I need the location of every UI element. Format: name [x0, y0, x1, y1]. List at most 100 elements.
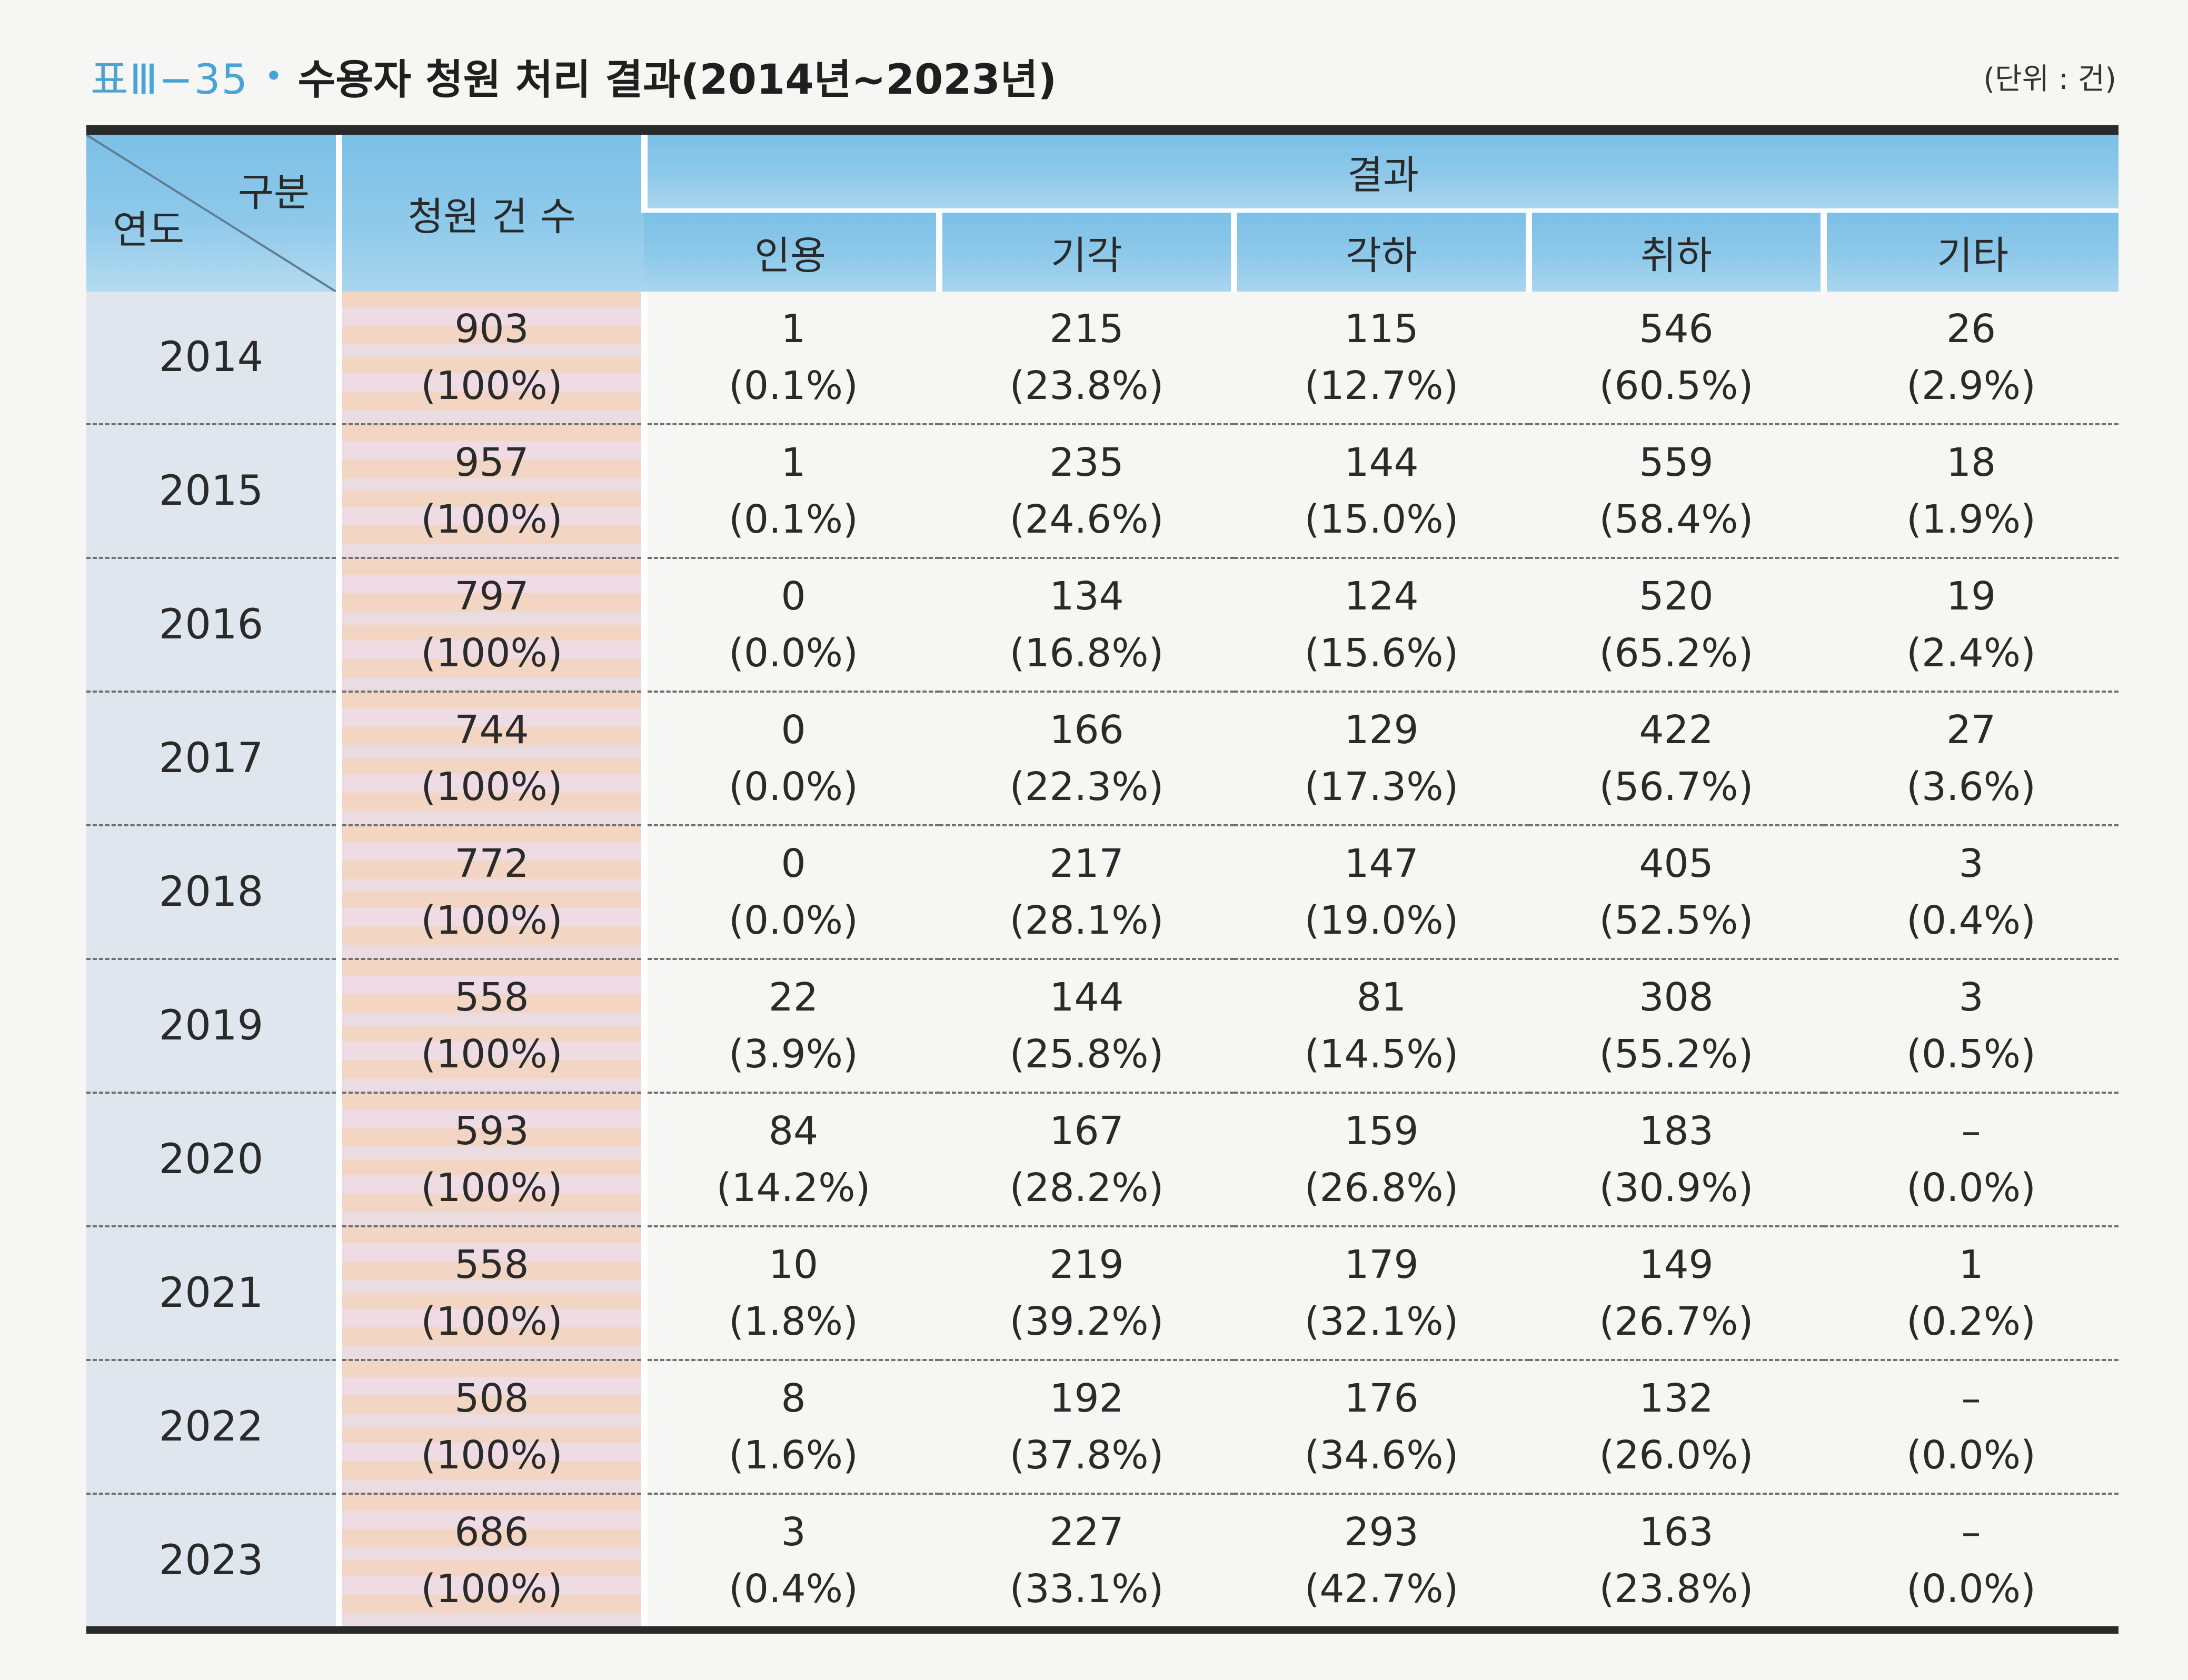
- result-cell-other: – (0.0%): [1824, 1494, 2119, 1626]
- table-body: 2014 903 (100%) 1 (0.1%) 215 (23.8%) 115 (12.7%)…: [86, 292, 2119, 1626]
- year-cell: 2015: [86, 424, 342, 559]
- result-cell-dismissed: 166 (22.3%): [939, 692, 1234, 826]
- result-percent: (26.8%): [1304, 1165, 1459, 1211]
- result-percent: (0.0%): [1906, 1566, 2036, 1612]
- result-cell-dismissed: 217 (28.1%): [939, 825, 1234, 960]
- result-cell-other: – (0.0%): [1824, 1360, 2119, 1495]
- table-caption: 표Ⅲ−35 • 수용자 청원 처리 결과(2014년~2023년): [91, 47, 1057, 106]
- result-percent: (14.5%): [1304, 1032, 1459, 1077]
- result-value: 0: [781, 707, 806, 753]
- year-cell: 2023: [86, 1494, 342, 1626]
- count-cell: 686 (100%): [339, 1494, 648, 1626]
- result-value: 1: [781, 440, 806, 485]
- result-value: 115: [1344, 306, 1419, 352]
- result-value: 27: [1946, 707, 1996, 753]
- header-corner: 구분 연도: [86, 135, 339, 292]
- result-percent: (17.3%): [1304, 764, 1459, 809]
- result-value: 405: [1639, 841, 1714, 886]
- result-value: 134: [1049, 574, 1124, 619]
- result-value: 10: [768, 1242, 819, 1287]
- result-percent: (19.0%): [1304, 898, 1459, 943]
- result-percent: (0.4%): [1906, 898, 2036, 943]
- result-value: 129: [1344, 707, 1419, 753]
- result-value: 227: [1049, 1509, 1124, 1555]
- year-cell: 2018: [86, 825, 342, 960]
- result-cell-withdrawn: 546 (60.5%): [1529, 292, 1824, 425]
- table-row: 2015 957 (100%) 1 (0.1%) 235 (24.6%) 144 (15.0%)…: [86, 424, 2119, 559]
- result-percent: (52.5%): [1599, 898, 1754, 943]
- table-row: 2021 558 (100%) 10 (1.8%) 219 (39.2%) 179 (32.1%…: [86, 1226, 2119, 1361]
- result-value: 183: [1639, 1108, 1714, 1154]
- year-cell: 2021: [86, 1226, 342, 1361]
- result-value: 144: [1049, 975, 1124, 1020]
- result-cell-withdrawn: 308 (55.2%): [1529, 959, 1824, 1094]
- result-percent: (0.2%): [1906, 1299, 2036, 1344]
- result-cell-accepted: 22 (3.9%): [644, 959, 939, 1094]
- result-percent: (34.6%): [1304, 1433, 1459, 1478]
- result-value: 166: [1049, 707, 1124, 753]
- result-cell-withdrawn: 422 (56.7%): [1529, 692, 1824, 826]
- result-cell-withdrawn: 163 (23.8%): [1529, 1494, 1824, 1626]
- result-cell-rejected: 176 (34.6%): [1234, 1360, 1529, 1495]
- result-cell-other: 1 (0.2%): [1824, 1226, 2119, 1361]
- result-percent: (33.1%): [1009, 1566, 1164, 1612]
- header-category: 구분: [237, 170, 310, 215]
- result-percent: (14.2%): [716, 1165, 871, 1211]
- result-cell-other: – (0.0%): [1824, 1093, 2119, 1227]
- result-percent: (16.8%): [1009, 631, 1164, 676]
- result-cell-rejected: 293 (42.7%): [1234, 1494, 1529, 1626]
- result-cell-rejected: 159 (26.8%): [1234, 1093, 1529, 1227]
- result-value: 1: [1958, 1242, 1984, 1287]
- result-cell-other: 19 (2.4%): [1824, 558, 2119, 693]
- result-value: 0: [781, 574, 806, 619]
- year-cell: 2019: [86, 959, 342, 1094]
- result-value: 132: [1639, 1376, 1714, 1421]
- result-cell-accepted: 3 (0.4%): [644, 1494, 939, 1626]
- year-cell: 2022: [86, 1360, 342, 1495]
- result-cell-rejected: 129 (17.3%): [1234, 692, 1529, 826]
- count-cell: 558 (100%): [339, 959, 648, 1094]
- result-percent: (25.8%): [1009, 1032, 1164, 1077]
- petition-results-table: 구분 연도 청원 건 수 결과 인용 기각 각하 취하 기타 2014 903 (1…: [86, 135, 2119, 1626]
- result-value: 520: [1639, 574, 1714, 619]
- count-percent: (100%): [421, 1566, 563, 1612]
- count-value: 508: [454, 1376, 529, 1421]
- title-row: 표Ⅲ−35 • 수용자 청원 처리 결과(2014년~2023년) (단위 : …: [91, 47, 2116, 105]
- count-value: 744: [454, 707, 529, 753]
- result-percent: (0.0%): [729, 631, 858, 676]
- count-percent: (100%): [421, 1433, 563, 1478]
- result-cell-withdrawn: 149 (26.7%): [1529, 1226, 1824, 1361]
- count-percent: (100%): [421, 363, 563, 408]
- result-value: 192: [1049, 1376, 1124, 1421]
- bullet-icon: •: [264, 58, 283, 95]
- header-sub-dismissed: 기각: [936, 211, 1234, 292]
- result-value: 215: [1049, 306, 1124, 352]
- result-percent: (24.6%): [1009, 497, 1164, 542]
- result-value: 159: [1344, 1108, 1419, 1154]
- count-value: 686: [454, 1509, 529, 1555]
- result-percent: (3.9%): [729, 1032, 858, 1077]
- result-cell-accepted: 1 (0.1%): [644, 424, 939, 559]
- result-percent: (12.7%): [1304, 363, 1459, 408]
- result-value: 19: [1946, 574, 1996, 619]
- year-cell: 2014: [86, 292, 342, 425]
- result-value: 149: [1639, 1242, 1714, 1287]
- result-percent: (23.8%): [1599, 1566, 1754, 1612]
- result-percent: (1.8%): [729, 1299, 858, 1344]
- count-percent: (100%): [421, 898, 563, 943]
- result-cell-rejected: 147 (19.0%): [1234, 825, 1529, 960]
- result-value: 84: [768, 1108, 819, 1154]
- result-value: 3: [781, 1509, 806, 1555]
- result-percent: (0.1%): [729, 363, 858, 408]
- result-value: 3: [1958, 975, 1984, 1020]
- result-percent: (2.4%): [1906, 631, 2036, 676]
- result-value: 22: [768, 975, 819, 1020]
- result-percent: (15.0%): [1304, 497, 1459, 542]
- result-value: 176: [1344, 1376, 1419, 1421]
- result-cell-rejected: 144 (15.0%): [1234, 424, 1529, 559]
- table-container: 구분 연도 청원 건 수 결과 인용 기각 각하 취하 기타 2014 903 (1…: [86, 125, 2119, 1634]
- table-title: 수용자 청원 처리 결과(2014년~2023년): [297, 56, 1057, 104]
- table-row: 2017 744 (100%) 0 (0.0%) 166 (22.3%) 129 (17.3%)…: [86, 692, 2119, 826]
- result-cell-dismissed: 167 (28.2%): [939, 1093, 1234, 1227]
- count-value: 558: [454, 975, 529, 1020]
